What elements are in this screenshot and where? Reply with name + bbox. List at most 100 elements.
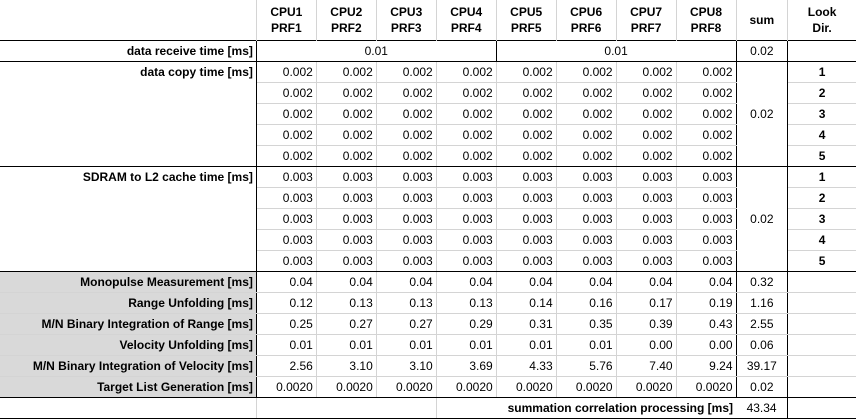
copy-value: 0.002 <box>436 82 497 104</box>
copy-value: 0.002 <box>616 145 677 167</box>
copy-value: 0.002 <box>676 61 737 83</box>
processing-value: 2.56 <box>256 355 317 377</box>
copy-value: 0.002 <box>496 145 557 167</box>
header-sum: sum <box>736 0 789 41</box>
processing-value: 0.01 <box>496 334 557 356</box>
processing-value: 0.19 <box>676 292 737 314</box>
processing-value: 0.0020 <box>376 376 437 398</box>
processing-value: 0.27 <box>376 313 437 335</box>
processing-value: 0.29 <box>436 313 497 335</box>
processing-look-empty <box>787 334 856 356</box>
copy-look-dir: 3 <box>787 103 856 125</box>
copy-value: 0.002 <box>376 124 437 146</box>
copy-value: 0.002 <box>256 103 317 125</box>
processing-look-empty <box>787 355 856 377</box>
copy-look-dir: 5 <box>787 145 856 167</box>
header-corner <box>0 0 257 41</box>
receive-look-empty <box>787 40 856 62</box>
processing-value: 0.04 <box>436 271 497 293</box>
copy-value: 0.002 <box>256 61 317 83</box>
processing-look-empty <box>787 292 856 314</box>
prf-label: PRF3 <box>390 21 422 35</box>
sdram-value: 0.003 <box>256 229 317 251</box>
copy-value: 0.002 <box>436 145 497 167</box>
processing-value: 0.14 <box>496 292 557 314</box>
cpu-label: CPU4 <box>450 5 483 19</box>
sdram-value: 0.003 <box>556 187 617 209</box>
processing-value: 0.01 <box>256 334 317 356</box>
processing-look-empty <box>787 271 856 293</box>
sdram-look-dir: 2 <box>787 187 856 209</box>
copy-value: 0.002 <box>676 82 737 104</box>
prf-label: PRF8 <box>690 21 722 35</box>
sdram-value: 0.003 <box>316 187 377 209</box>
processing-value: 9.24 <box>676 355 737 377</box>
copy-value: 0.002 <box>316 82 377 104</box>
sdram-row: SDRAM to L2 cache time [ms] 0.003 0.003 0.0… <box>0 166 856 272</box>
processing-value: 0.04 <box>676 271 737 293</box>
sdram-value: 0.003 <box>376 166 437 188</box>
processing-label: Target List Generation [ms] <box>0 376 257 398</box>
sdram-value: 0.003 <box>316 250 377 272</box>
sdram-value: 0.003 <box>676 250 737 272</box>
sdram-value: 0.003 <box>376 208 437 230</box>
copy-look-dir: 2 <box>787 82 856 104</box>
processing-label: M/N Binary Integration of Velocity [ms] <box>0 355 257 377</box>
header-cpu-6: CPU6 PRF6 <box>556 0 617 41</box>
copy-value: 0.002 <box>676 124 737 146</box>
copy-value: 0.002 <box>496 82 557 104</box>
header-cpu-3: CPU3 PRF3 <box>376 0 437 41</box>
sdram-value: 0.003 <box>376 187 437 209</box>
copy-look-dir: 1 <box>787 61 856 83</box>
sdram-value: 0.003 <box>616 166 677 188</box>
copy-value: 0.002 <box>556 124 617 146</box>
sdram-value: 0.003 <box>616 250 677 272</box>
copy-value: 0.002 <box>616 124 677 146</box>
copy-value: 0.002 <box>316 124 377 146</box>
copy-value: 0.002 <box>676 145 737 167</box>
copy-value: 0.002 <box>316 145 377 167</box>
processing-value: 0.00 <box>616 334 677 356</box>
receive-sum: 0.02 <box>736 40 789 62</box>
sdram-value: 0.003 <box>316 229 377 251</box>
processing-value: 0.39 <box>616 313 677 335</box>
header-row: CPU1 PRF1 CPU2 PRF2 CPU3 PRF3 CPU4 PRF4 CPU5 PRF5… <box>0 0 856 41</box>
processing-value: 4.33 <box>496 355 557 377</box>
cpu-label: CPU2 <box>330 5 363 19</box>
processing-sum: 0.32 <box>736 271 789 293</box>
sdram-row: 0.003 0.003 0.003 0.003 0.003 0.003 0.003 0.003… <box>0 229 856 251</box>
sdram-value: 0.003 <box>616 187 677 209</box>
processing-value: 0.43 <box>676 313 737 335</box>
processing-row: Monopulse Measurement [ms] 0.04 0.04 0.04 0.… <box>0 271 856 293</box>
copy-value: 0.002 <box>556 103 617 125</box>
copy-row: 0.002 0.002 0.002 0.002 0.002 0.002 0.002 0.002… <box>0 145 856 167</box>
sdram-label: SDRAM to L2 cache time [ms] <box>0 166 257 188</box>
copy-value: 0.002 <box>256 145 317 167</box>
processing-value: 0.13 <box>376 292 437 314</box>
processing-value: 0.0020 <box>436 376 497 398</box>
dir-label: Dir. <box>812 21 832 35</box>
label-empty <box>0 250 257 272</box>
sdram-value: 0.003 <box>556 208 617 230</box>
prf-label: PRF4 <box>450 21 482 35</box>
sdram-value: 0.003 <box>676 229 737 251</box>
processing-row: Target List Generation [ms] 0.0020 0.0020 0… <box>0 376 856 398</box>
sdram-value: 0.003 <box>316 208 377 230</box>
copy-value: 0.002 <box>436 124 497 146</box>
processing-value: 0.16 <box>556 292 617 314</box>
sdram-row: 0.003 0.003 0.003 0.003 0.003 0.003 0.003 0.003… <box>0 208 856 230</box>
receive-label: data receive time [ms] <box>0 40 257 62</box>
processing-sum: 0.02 <box>736 376 789 398</box>
total-empty-left <box>0 397 257 419</box>
processing-value: 0.35 <box>556 313 617 335</box>
sdram-value: 0.003 <box>436 229 497 251</box>
sdram-sum: 0.02 <box>736 166 789 272</box>
processing-value: 0.0020 <box>676 376 737 398</box>
processing-value: 3.69 <box>436 355 497 377</box>
label-empty <box>0 229 257 251</box>
processing-value: 0.01 <box>436 334 497 356</box>
sdram-value: 0.003 <box>436 208 497 230</box>
copy-value: 0.002 <box>556 61 617 83</box>
copy-value: 0.002 <box>376 82 437 104</box>
sdram-value: 0.003 <box>676 208 737 230</box>
